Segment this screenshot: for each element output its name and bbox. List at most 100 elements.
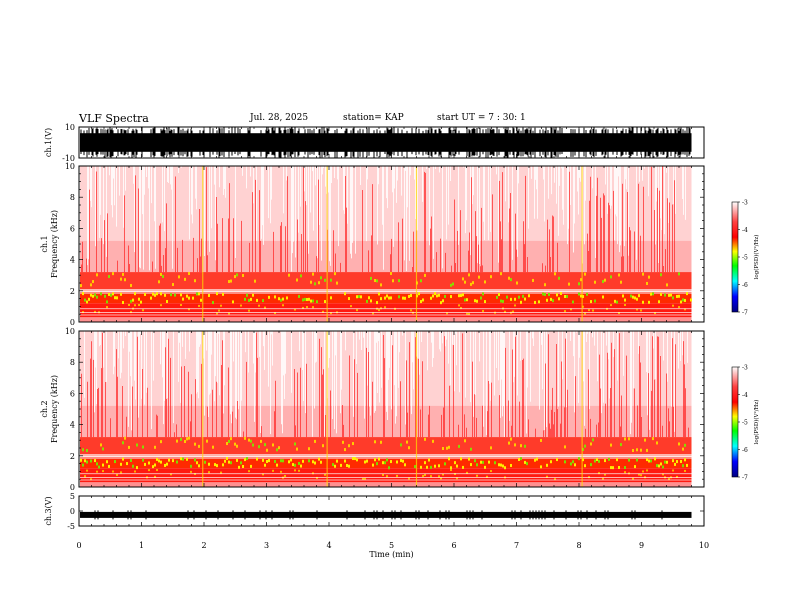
spec-speckle-1khz (564, 460, 566, 464)
spec-speckle-low (284, 474, 286, 477)
spec-speckle-1khz (370, 299, 372, 303)
spec-speckle-low (384, 306, 386, 309)
colorbar-ch1 (731, 201, 739, 313)
spec-speckle-1khz (306, 298, 308, 302)
y-tick-label: 8 (70, 193, 75, 202)
spec-speckle-1khz (440, 301, 442, 305)
spec-speckle-low (216, 312, 218, 315)
spec-speckle-1khz (114, 460, 116, 464)
spec-speckle-1khz (594, 459, 596, 463)
spec-speckle-1khz (672, 459, 674, 463)
spec-speckle-1khz (426, 465, 428, 469)
spec-speckle-1khz (558, 297, 560, 301)
spec-speckle-1khz (188, 296, 190, 300)
spec-speckle-low (588, 476, 590, 479)
spec-speckle-1khz (88, 297, 90, 301)
spec-speckle-2khz (376, 279, 378, 283)
spec-speckle-1khz (160, 292, 162, 296)
spec-speckle-1khz (116, 296, 118, 300)
spec-speckle-low (298, 469, 300, 472)
spec-speckle-1khz (496, 295, 498, 299)
spec-speckle-1khz (204, 460, 206, 464)
spec-speckle-1khz (514, 297, 516, 301)
spec-speckle-2khz (420, 279, 422, 283)
spec-speckle-2khz (380, 440, 382, 444)
spec-speckle-2khz (620, 280, 622, 284)
spec-speckle-1khz (192, 296, 194, 300)
spec-speckle-1khz (618, 466, 620, 470)
spec-speckle-1khz (190, 464, 192, 468)
spec-speckle-1khz (654, 457, 656, 461)
spec-speckle-1khz (348, 297, 350, 301)
spec-speckle-2khz (590, 442, 592, 446)
spec-speckle-1khz (502, 464, 504, 468)
spec-speckle-1khz (582, 294, 584, 298)
spec-speckle-2khz (130, 283, 132, 287)
spec-speckle-1khz (384, 296, 386, 300)
spec-band-2-3khz (80, 437, 692, 455)
x-tick-label: 4 (326, 541, 331, 550)
spec-speckle-1khz (422, 298, 424, 302)
spec-speckle-2khz (628, 437, 630, 441)
spec-speckle-1khz (400, 459, 402, 463)
spec-speckle-2khz (370, 276, 372, 280)
spec-speckle-low (322, 310, 324, 313)
spec-speckle-2khz (154, 445, 156, 449)
spec-speckle-low (228, 312, 230, 315)
spec-speckle-1khz (250, 297, 252, 301)
spec-speckle-low (128, 303, 130, 306)
ch3-waveform-core (80, 511, 692, 518)
spec-speckle-2khz (470, 447, 472, 451)
spec-speckle-1khz (542, 292, 544, 296)
spec-speckle-1khz (238, 465, 240, 469)
spec-speckle-1khz (368, 296, 370, 300)
spec-speckle-1khz (348, 464, 350, 468)
spec-speckle-1khz (144, 462, 146, 466)
spec-speckle-low (602, 477, 604, 480)
x-tick-label: 1 (139, 541, 144, 550)
spec-speckle-2khz (288, 273, 290, 277)
spec-speckle-low (240, 304, 242, 307)
spec-speckle-1khz (108, 464, 110, 468)
spec-speckle-1khz (168, 458, 170, 462)
spec-speckle-1khz (256, 457, 258, 461)
spec-speckle-1khz (120, 462, 122, 466)
spec-speckle-low (604, 473, 606, 476)
spec-speckle-1khz (136, 466, 138, 470)
spec-speckle-low (248, 309, 250, 312)
spec-speckle-2khz (620, 443, 622, 447)
spec-speckle-2khz (648, 275, 650, 279)
spec-speckle-1khz (566, 294, 568, 298)
spec-speckle-low (684, 469, 686, 472)
spec-speckle-1khz (664, 460, 666, 464)
spec-speckle-low (646, 469, 648, 472)
spec-speckle-low (134, 470, 136, 473)
spec-speckle-1khz (418, 292, 420, 296)
spec-speckle-1khz (228, 460, 230, 464)
spec-speckle-low (302, 306, 304, 309)
spec-speckle-2khz (230, 437, 232, 441)
spec-speckle-2khz (380, 283, 382, 287)
spec-speckle-1khz (314, 461, 316, 465)
spec-speckle-low (86, 469, 88, 472)
spec-speckle-2khz (278, 446, 280, 450)
spec-speckle-1khz (268, 459, 270, 463)
x-tick-label: 6 (451, 541, 456, 550)
spec-speckle-1khz (244, 297, 246, 301)
spec-speckle-1khz (222, 463, 224, 467)
spec-speckle-low (672, 304, 674, 307)
spec-speckle-2khz (160, 440, 162, 444)
spec-speckle-1khz (480, 460, 482, 464)
spec-speckle-2khz (352, 442, 354, 446)
spec-speckle-1khz (464, 298, 466, 302)
spec-speckle-1khz (484, 465, 486, 469)
spec-speckle-1khz (138, 297, 140, 301)
spec-speckle-1khz (346, 464, 348, 468)
spec-speckle-2khz (248, 438, 250, 442)
spec-speckle-2khz (484, 280, 486, 284)
spec-speckle-2khz (184, 277, 186, 281)
spec-speckle-2khz (96, 273, 98, 277)
spec-speckle-low (82, 311, 84, 314)
spec-speckle-1khz (196, 461, 198, 465)
spec-speckle-1khz (586, 292, 588, 296)
